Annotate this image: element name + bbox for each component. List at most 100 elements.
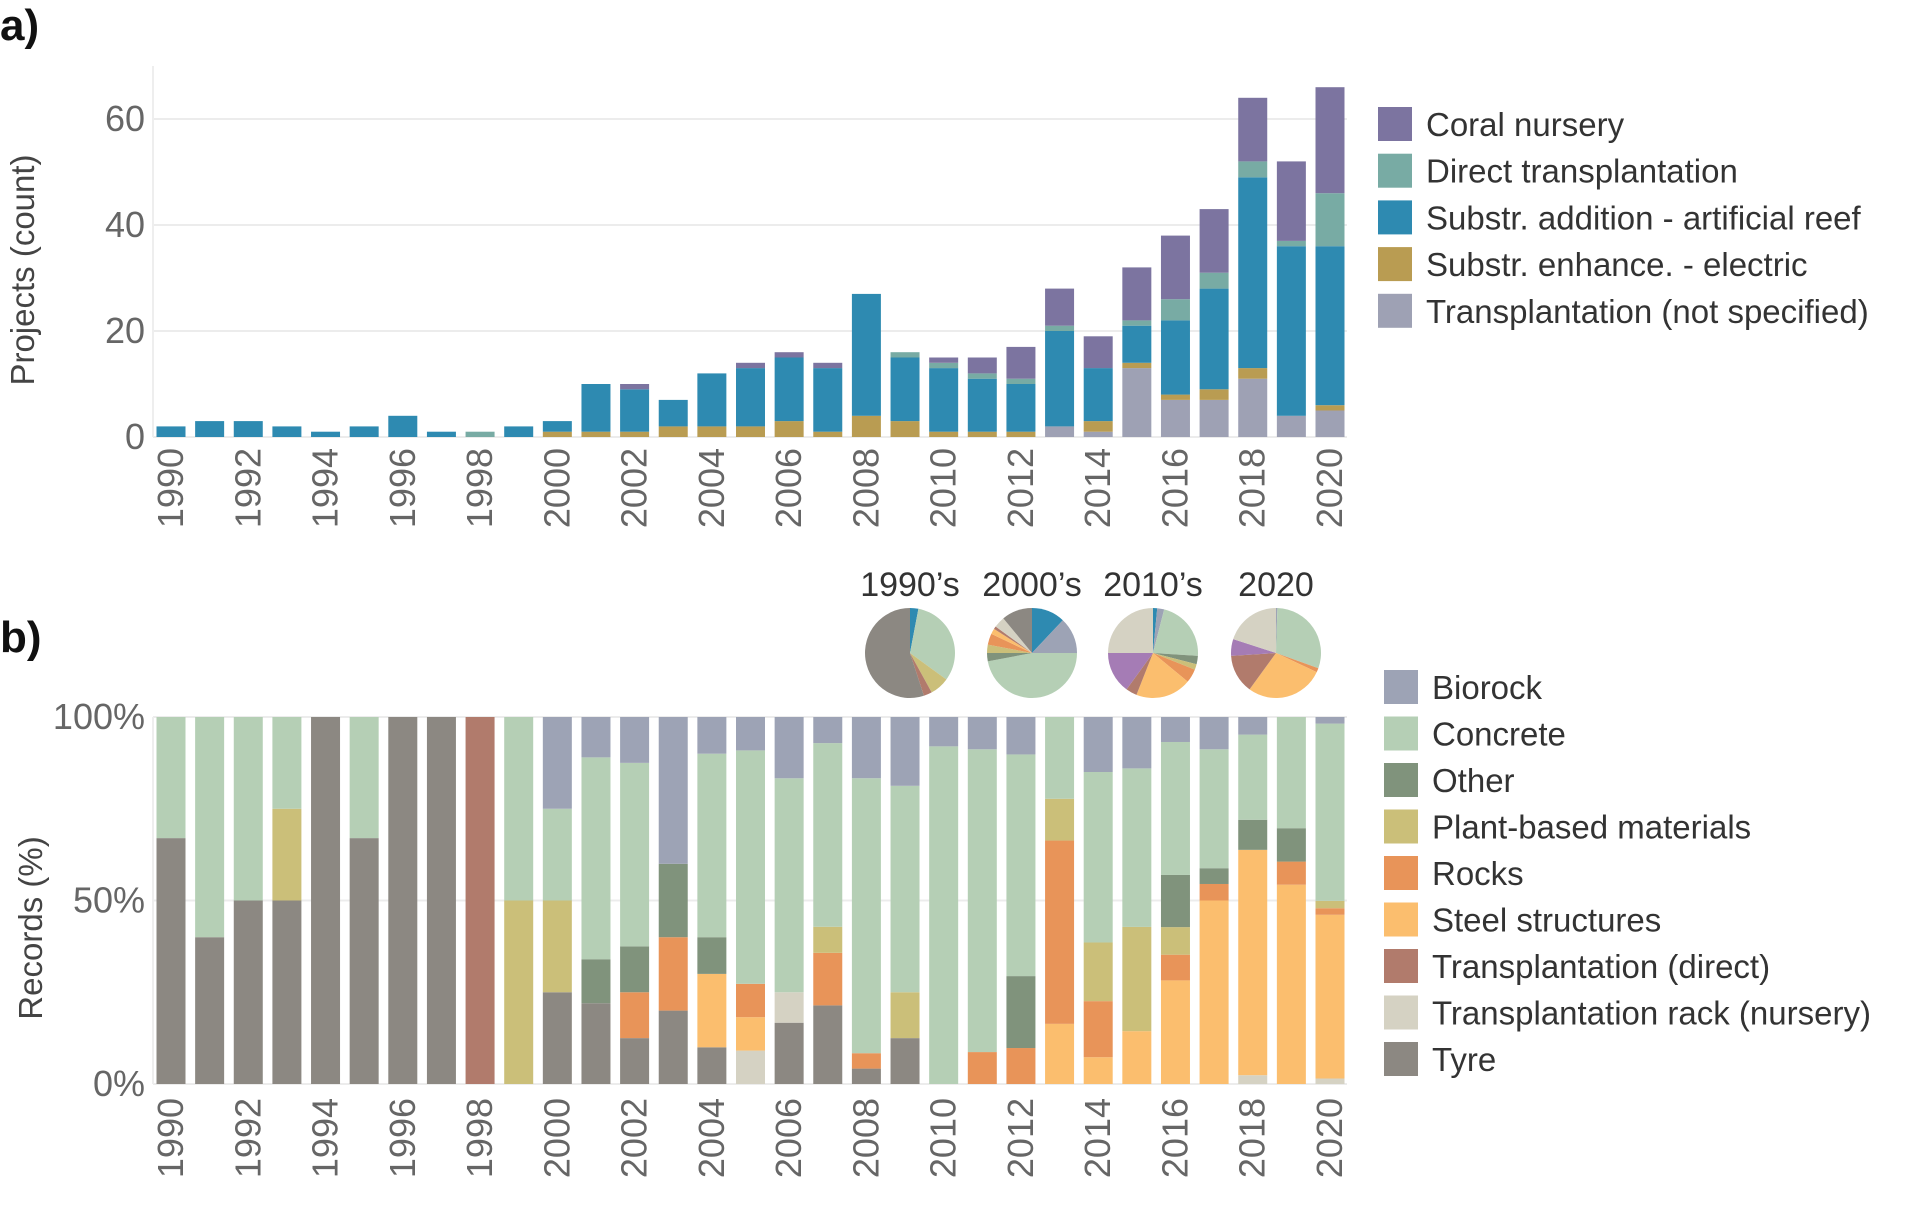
bar-segment-2016-substr-enhance-electric <box>1160 394 1190 400</box>
x-tick-label: 1990 <box>150 448 191 528</box>
legend-item-other: Other <box>1384 762 1515 799</box>
x-tick-label: 2000 <box>536 1098 577 1178</box>
bar-segment-2006-substr-addition-artificial-reef <box>774 357 804 422</box>
bar-segment-2016-direct-transplantation <box>1160 299 1190 321</box>
bar-segment-2017-biorock <box>1199 717 1229 750</box>
bar-segment-2009-biorock <box>890 717 920 786</box>
bar-segment-2008-concrete <box>851 778 881 1054</box>
bar-segment-2020-substr-addition-artificial-reef <box>1315 246 1345 406</box>
legend-label: Plant-based materials <box>1432 809 1751 846</box>
bar-segment-1993-tyre <box>272 900 302 1084</box>
bar-segment-2016-concrete <box>1160 741 1190 875</box>
pie-slice-biorock <box>1153 608 1165 653</box>
pie-slice-tyre <box>865 608 924 699</box>
legend-item-transplantation-rack-nursery: Transplantation rack (nursery) <box>1384 995 1871 1032</box>
bar-segment-2005-coral-nursery <box>736 362 765 369</box>
pie-slice-plant-based-materials <box>910 653 947 693</box>
bar-segment-2019-steel-structures <box>1276 884 1306 1084</box>
bar-segment-2010-coral-nursery <box>929 357 959 363</box>
bar-segment-2010-substr-addition-artificial-reef <box>929 368 959 432</box>
bar-segment-2013-substr-addition-artificial-reef <box>1045 331 1075 427</box>
x-tick-label: 2008 <box>845 448 886 528</box>
panel-b-y-axis-title: Records (%) <box>12 836 49 1019</box>
x-tick-label: 2010 <box>923 1098 964 1178</box>
bar-segment-2013-transplantation-not-specified <box>1045 426 1075 437</box>
pie-slice-concrete <box>910 608 955 680</box>
legend-swatch <box>1384 763 1418 797</box>
bar-segment-2005-concrete <box>736 750 765 984</box>
bar-segment-2012-coral-nursery <box>1006 346 1036 379</box>
bar-segment-2019-concrete <box>1276 717 1306 829</box>
bar-segment-1990-substr-addition-artificial-reef <box>156 426 186 437</box>
pie-2020: 2020 <box>1231 566 1321 698</box>
bar-segment-2002-substr-addition-artificial-reef <box>620 389 650 432</box>
bar-segment-1995-concrete <box>349 717 379 839</box>
bar-segment-2012-other <box>1006 976 1036 1049</box>
bar-segment-2016-plant-based-materials <box>1160 927 1190 955</box>
bar-segment-2001-tyre <box>581 1003 611 1084</box>
y-tick-label: 50% <box>73 880 145 921</box>
bar-segment-2017-coral-nursery <box>1199 209 1229 273</box>
y-tick-label: 60 <box>105 98 145 139</box>
bar-segment-2007-rocks <box>813 952 843 1006</box>
bar-segment-2020-concrete <box>1315 723 1345 901</box>
bar-segment-2017-substr-enhance-electric <box>1199 389 1229 400</box>
pie-1990-s: 1990’s <box>860 566 960 699</box>
bar-segment-2007-substr-addition-artificial-reef <box>813 368 843 432</box>
pie-2000-s: 2000’s <box>982 566 1082 699</box>
bar-segment-2003-substr-addition-artificial-reef <box>658 399 688 427</box>
legend-swatch <box>1384 949 1418 983</box>
bar-segment-2004-other <box>697 937 727 974</box>
bar-segment-2013-rocks <box>1045 840 1075 1024</box>
pie-title: 1990’s <box>860 566 960 604</box>
legend-swatch <box>1384 670 1418 704</box>
x-tick-label: 1990 <box>150 1098 191 1178</box>
panel-a-label: a) <box>0 1 39 50</box>
pie-slice-blue <box>1032 608 1063 653</box>
bar-segment-2017-other <box>1199 868 1229 884</box>
bar-segment-2007-substr-enhance-electric <box>813 431 843 437</box>
pie-slice-blue <box>1153 608 1158 653</box>
bar-segment-2016-biorock <box>1160 717 1190 742</box>
bar-segment-2017-rocks <box>1199 883 1229 901</box>
pie-slice-transplantation-rack-nursery <box>1108 608 1153 653</box>
legend-label: Direct transplantation <box>1426 153 1738 190</box>
bar-segment-2004-steel-structures <box>697 973 727 1048</box>
bar-segment-1990-concrete <box>156 717 186 839</box>
bar-segment-1998-transplantation-direct <box>465 717 495 1084</box>
x-tick-label: 1998 <box>459 1098 500 1178</box>
bar-segment-2014-substr-addition-artificial-reef <box>1083 368 1113 422</box>
legend-swatch <box>1384 809 1418 844</box>
legend-item-substr-enhance-electric: Substr. enhance. - electric <box>1378 246 1808 283</box>
bar-segment-2017-steel-structures <box>1199 900 1229 1084</box>
panel-b-label: b) <box>0 613 42 662</box>
bar-segment-2005-rocks <box>736 983 765 1018</box>
bar-segment-2020-rocks <box>1315 908 1345 915</box>
bar-segment-2015-biorock <box>1122 717 1152 769</box>
pie-title: 2010’s <box>1103 566 1203 604</box>
y-tick-label: 0% <box>93 1063 145 1104</box>
bar-segment-2018-other <box>1238 819 1268 850</box>
bar-segment-2004-tyre <box>697 1047 727 1084</box>
legend-swatch <box>1384 902 1418 937</box>
x-tick-label: 2006 <box>768 448 809 528</box>
bar-segment-2004-biorock <box>697 717 727 754</box>
bar-segment-2004-concrete <box>697 753 727 938</box>
bar-segment-2006-tyre <box>774 1022 804 1084</box>
legend-item-substr-addition-artificial-reef: Substr. addition - artificial reef <box>1378 199 1862 236</box>
pie-title: 2020 <box>1238 566 1314 604</box>
x-tick-label: 2018 <box>1232 448 1273 528</box>
bar-segment-2014-steel-structures <box>1083 1057 1113 1084</box>
x-tick-label: 2016 <box>1154 1098 1195 1178</box>
bar-segment-2006-concrete <box>774 778 804 993</box>
x-tick-label: 2018 <box>1232 1098 1273 1178</box>
bar-segment-2004-substr-enhance-electric <box>697 426 727 437</box>
x-tick-label: 2020 <box>1309 1098 1350 1178</box>
legend-label: Substr. enhance. - electric <box>1426 246 1808 283</box>
bar-segment-1992-tyre <box>233 900 263 1084</box>
legend-item-coral-nursery: Coral nursery <box>1378 106 1625 143</box>
legend-item-transplantation-direct: Transplantation (direct) <box>1384 948 1770 985</box>
bar-segment-2018-concrete <box>1238 734 1268 820</box>
panel-a-y-axis-title: Projects (count) <box>4 154 41 385</box>
legend-item-rocks: Rocks <box>1384 855 1524 892</box>
